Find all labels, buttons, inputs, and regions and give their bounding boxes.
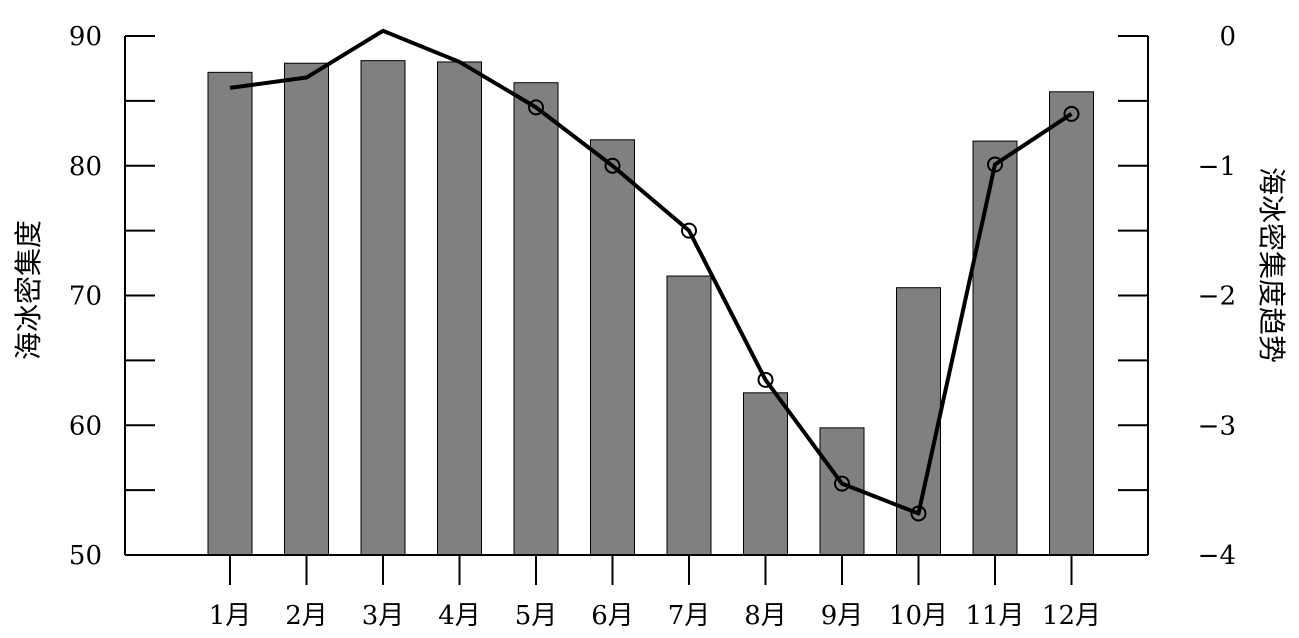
x-tick-label: 4月 — [438, 601, 481, 631]
x-tick-label: 1月 — [209, 601, 252, 631]
x-tick-label: 11月 — [965, 601, 1024, 631]
bar-4 — [437, 61, 482, 556]
left-tick-label: 80 — [69, 152, 102, 182]
bar-7 — [666, 275, 712, 556]
x-tick-label: 12月 — [1042, 601, 1101, 631]
bar-3 — [360, 60, 406, 556]
left-tick-label: 60 — [69, 411, 102, 441]
trend-point-10 — [910, 505, 927, 522]
trend-point-7 — [681, 222, 697, 239]
trend-point-12 — [1063, 105, 1080, 122]
bar-6 — [590, 139, 635, 556]
bar-12 — [1049, 91, 1094, 556]
right-tick-label: −3 — [1198, 411, 1236, 441]
right-tick-label: 0 — [1219, 22, 1236, 52]
left-tick-label: 70 — [69, 282, 102, 312]
left-tick-label: 90 — [69, 22, 102, 52]
x-tick-label: 7月 — [668, 601, 711, 631]
x-tick-label: 3月 — [362, 601, 405, 631]
right-tick-label: −4 — [1198, 541, 1236, 571]
trend-point-11 — [987, 156, 1003, 173]
right-tick-label: −1 — [1198, 152, 1236, 182]
x-tick-label: 2月 — [285, 601, 328, 631]
x-tick-label: 8月 — [744, 601, 787, 631]
left-tick-label: 50 — [69, 541, 102, 571]
x-tick-label: 10月 — [889, 601, 948, 631]
left-axis-title: 海冰密集度 — [12, 220, 45, 360]
x-tick-label: 9月 — [821, 601, 864, 631]
bar-2 — [284, 62, 329, 556]
bar-5 — [513, 82, 559, 556]
trend-point-6 — [604, 157, 621, 174]
bar-11 — [972, 140, 1018, 556]
trend-point-5 — [528, 99, 544, 116]
trend-point-9 — [834, 475, 850, 492]
x-tick-label: 6月 — [591, 601, 634, 631]
x-tick-label: 5月 — [515, 601, 558, 631]
right-tick-label: −2 — [1198, 282, 1236, 312]
right-axis-title: 海冰密集度趋势 — [1255, 167, 1288, 363]
trend-line — [229, 28, 1073, 516]
bar-8 — [743, 392, 788, 556]
bar-1 — [207, 71, 253, 556]
trend-point-8 — [757, 371, 774, 388]
